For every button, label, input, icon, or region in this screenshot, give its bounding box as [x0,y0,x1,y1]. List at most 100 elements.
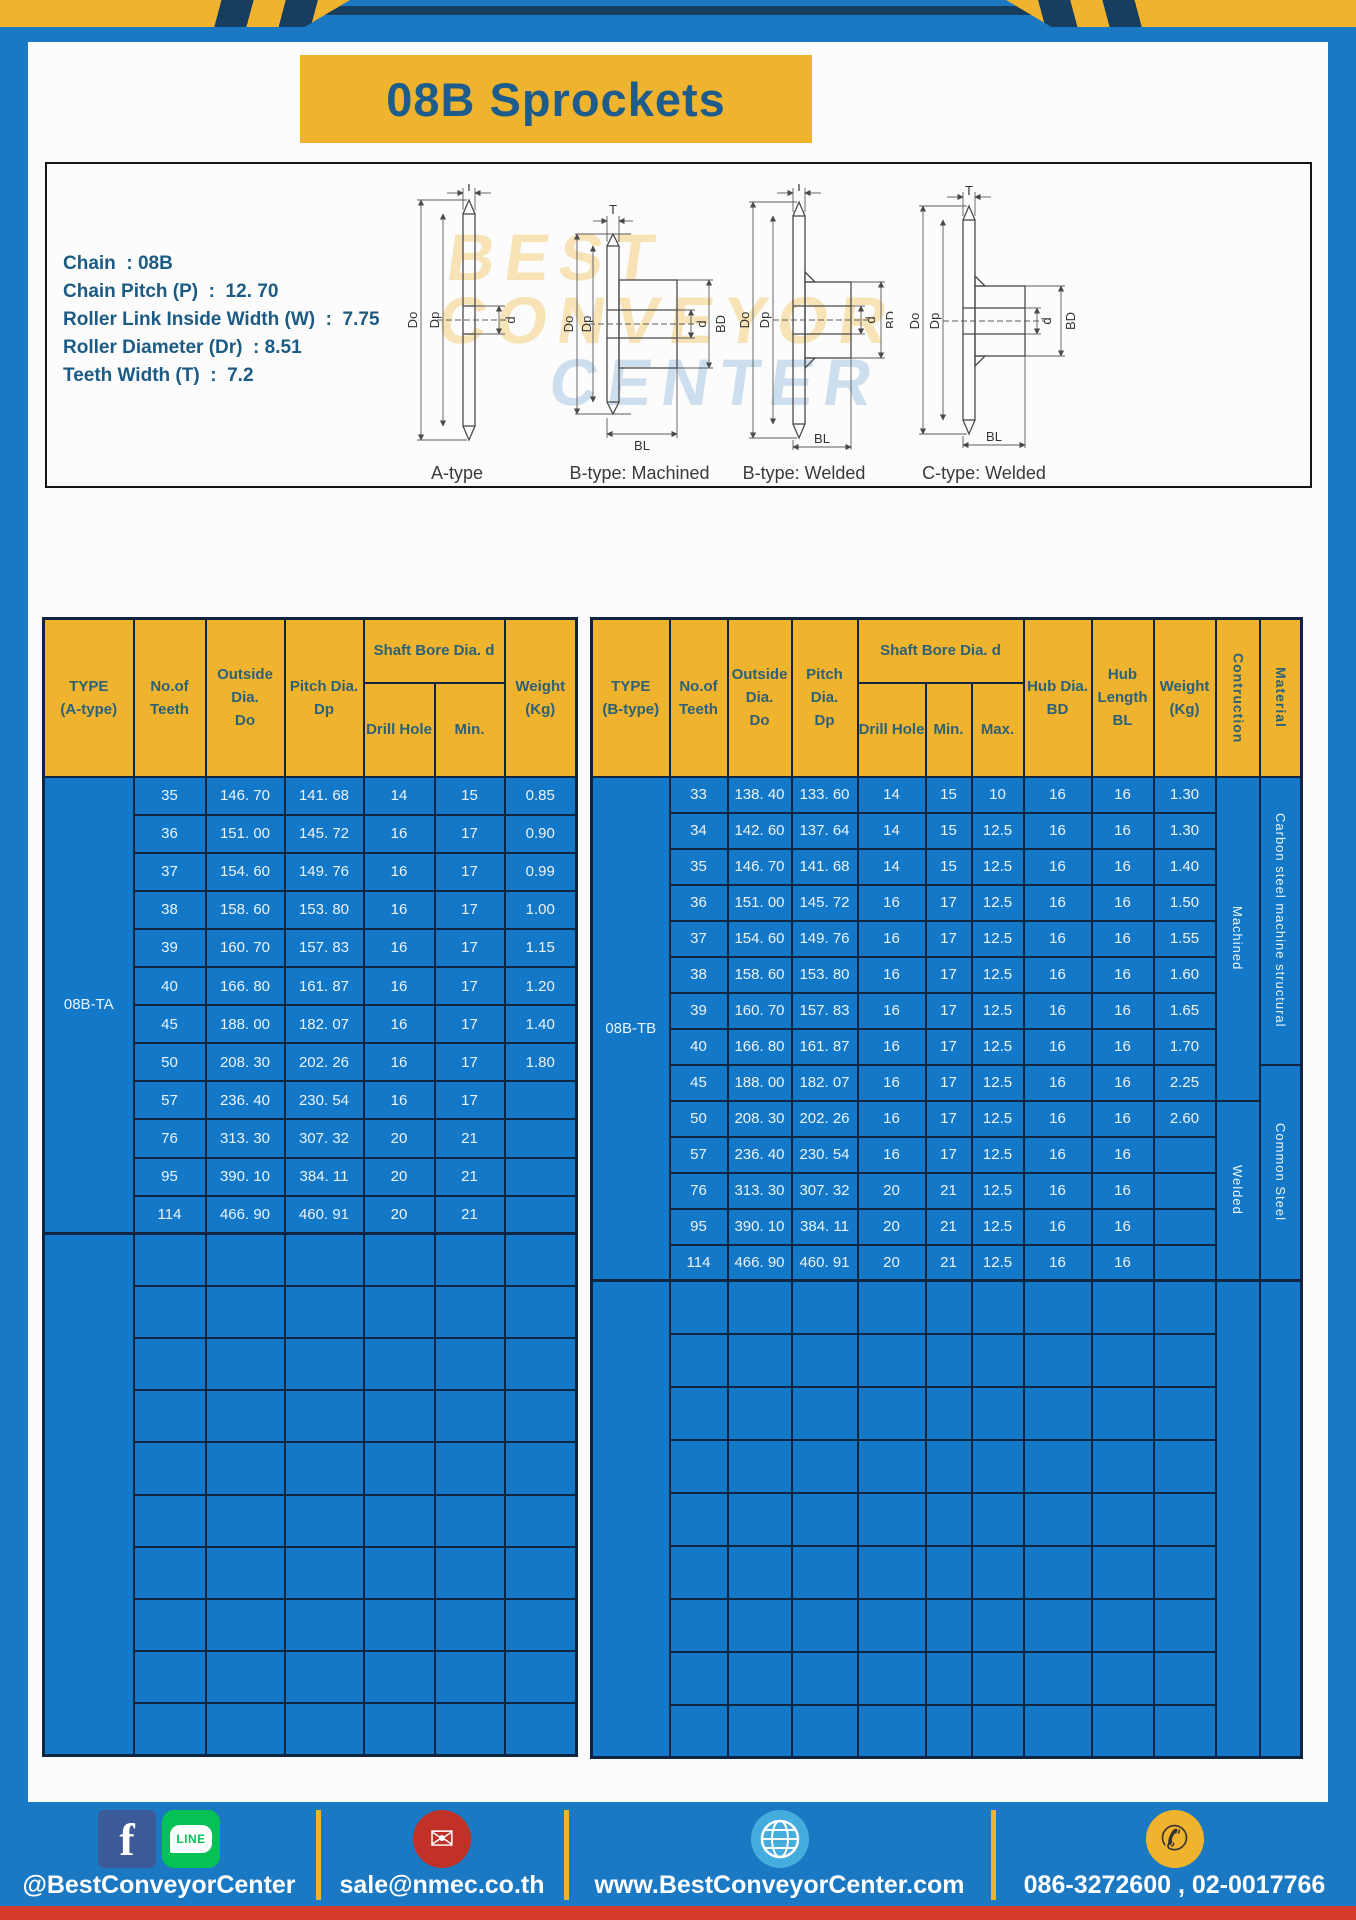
value-cell: 1.30 [1152,775,1217,814]
empty-cell [433,1493,506,1548]
empty-cell [132,1337,207,1392]
empty-cell [362,1650,436,1705]
sprocket-table-a-type: TYPE (A-type) No.of Teeth Outside Dia. D… [42,617,579,1757]
value-cell: 17 [433,1004,506,1045]
value-cell [1152,1171,1217,1210]
empty-row [592,1544,1302,1600]
empty-row [592,1703,1302,1759]
value-cell: 0.85 [503,775,578,816]
dim-bd: BD [1063,312,1075,330]
empty-cell [726,1438,793,1494]
value-cell: 17 [924,1099,973,1138]
empty-cell [856,1650,927,1706]
value-cell: 12.5 [970,811,1025,850]
empty-cell [970,1385,1025,1441]
value-cell: 182. 07 [283,1004,365,1045]
col-header-pitch-dia: Pitch Dia. Dp [790,617,859,778]
value-cell: 151. 00 [204,813,286,854]
value-cell: 38 [132,889,207,930]
value-cell: 384. 11 [790,1207,859,1246]
value-cell: 20 [856,1171,927,1210]
globe-icon [750,1810,809,1868]
empty-cell [1152,1703,1217,1759]
value-cell: 146. 70 [726,847,793,886]
dim-d: d [863,316,878,323]
value-cell: 16 [856,955,927,994]
empty-cell [132,1545,207,1600]
empty-row [592,1332,1302,1388]
chain-specs: Chain : 08B Chain Pitch (P) : 12. 70 Rol… [63,250,380,390]
dim-do: Do [907,313,922,330]
empty-cell [924,1438,973,1494]
empty-cell [204,1545,286,1600]
value-cell: 16 [1090,1207,1155,1246]
empty-cell [1152,1544,1217,1600]
value-cell: 17 [924,955,973,994]
value-cell [503,1080,578,1121]
col-header-type: TYPE (A-type) [42,617,135,778]
phone-numbers: 086-3272600 , 02-0017766 [1023,1871,1326,1899]
value-cell: 16 [1022,1207,1093,1246]
sprocket-table-b-type: TYPE (B-type) No.of Teeth Outside Dia. D… [590,617,1303,1759]
table-row: 08B-TA 35 146. 70 141. 68 14 15 0.85 [42,775,578,1235]
empty-row [592,1597,1302,1653]
type-cell-empty [42,1232,135,1757]
dim-d: d [503,316,518,323]
empty-cell [726,1650,793,1706]
empty-cell [726,1385,793,1441]
empty-cell [1090,1544,1155,1600]
value-cell: 34 [668,811,729,850]
value-cell [503,1118,578,1159]
empty-cell [668,1438,729,1494]
empty-cell [503,1493,578,1548]
b-type-machined-diagram: Do Dp T d BD BL B-type: Machined [547,184,732,484]
value-cell: 40 [132,966,207,1007]
empty-row [44,1650,578,1705]
value-cell: 16 [1022,1027,1093,1066]
col-header-shaft-bore: Shaft Bore Dia. d [856,617,1025,684]
empty-cell [204,1284,286,1340]
facebook-icon: f [98,1810,156,1868]
empty-cell [362,1337,436,1392]
empty-cell [503,1232,578,1287]
dim-bl: BL [986,429,1002,444]
empty-row [44,1493,578,1548]
value-cell: 17 [433,966,506,1007]
value-cell: 230. 54 [790,1135,859,1174]
table-row: 36 151. 00 145. 72 16 17 12.5 16 16 1.50 [592,883,1302,922]
empty-cell [362,1597,436,1653]
empty-cell [1090,1491,1155,1547]
value-cell: 16 [1090,991,1155,1030]
value-cell: 39 [668,991,729,1030]
table-row: 39 160. 70 157. 83 16 17 1.15 [44,927,578,969]
empty-row [44,1389,578,1444]
value-cell: 17 [924,919,973,958]
empty-cell [790,1332,859,1388]
value-cell: 16 [1022,1135,1093,1174]
table-row: 37 154. 60 149. 76 16 17 12.5 16 16 1.55 [592,919,1302,958]
value-cell: 307. 32 [283,1118,365,1159]
value-cell: 57 [132,1080,207,1121]
value-cell: 1.15 [503,927,578,969]
empty-row [44,1337,578,1392]
empty-cell [433,1702,506,1757]
value-cell: 236. 40 [204,1080,286,1121]
table-row: 36 151. 00 145. 72 16 17 0.90 [44,813,578,854]
empty-cell [132,1232,207,1287]
empty-cell [433,1545,506,1600]
value-cell: 230. 54 [283,1080,365,1121]
value-cell: 16 [1090,1063,1155,1102]
value-cell: 14 [362,775,436,816]
empty-cell [1022,1597,1093,1653]
value-cell: 16 [856,1063,927,1102]
footer: f LINE @BestConveyorCenter ✉ sale@nmec.c… [0,1802,1356,1920]
col-header-type: TYPE (B-type) [590,617,671,778]
value-cell: 390. 10 [204,1156,286,1197]
empty-cell [726,1332,793,1388]
empty-row [590,1279,1303,1759]
empty-cell [1152,1491,1217,1547]
value-cell: 160. 70 [726,991,793,1030]
dim-do: Do [561,316,576,333]
value-cell: 20 [362,1118,436,1159]
empty-cell [856,1597,927,1653]
